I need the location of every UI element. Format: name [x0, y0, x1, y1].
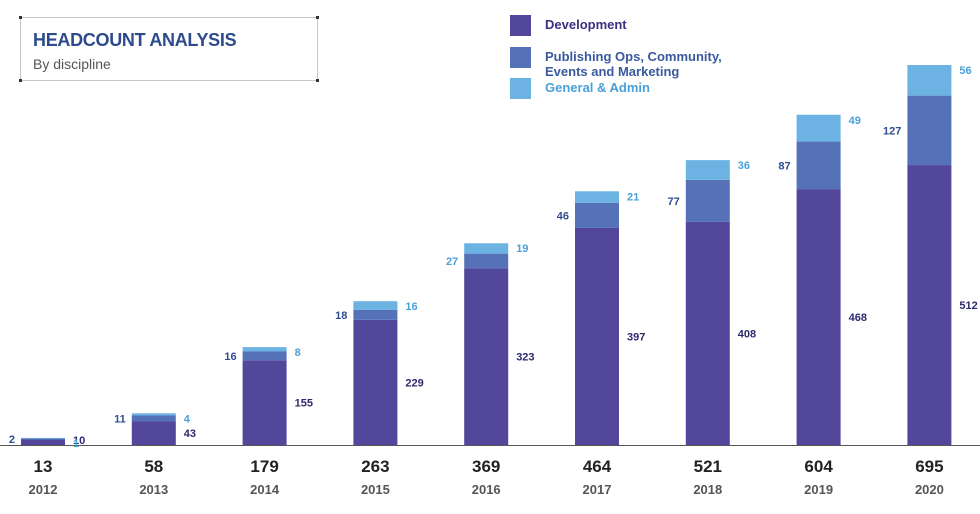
bar-segment-publishing-2014 — [242, 351, 287, 361]
bar-segment-general-2016 — [464, 243, 509, 254]
data-label-development-2019: 468 — [849, 312, 867, 324]
total-label-2017: 464 — [583, 457, 612, 476]
legend-swatch-development — [510, 15, 531, 36]
bar-segment-general-2015 — [353, 301, 398, 310]
bar-segment-development-2014 — [242, 360, 287, 445]
bar-segment-development-2017 — [575, 227, 619, 445]
year-label-2017: 2017 — [583, 482, 612, 497]
legend-swatch-publishing — [510, 47, 531, 68]
bar-segment-general-2017 — [575, 191, 619, 203]
bar-segment-development-2018 — [685, 221, 730, 445]
bar-segment-general-2018 — [685, 160, 730, 180]
year-label-2016: 2016 — [472, 482, 501, 497]
legend-swatch-general — [510, 78, 531, 99]
legend-label-publishing: Publishing Ops, Community, Events and Ma… — [545, 49, 722, 79]
year-label-2012: 2012 — [29, 482, 58, 497]
data-label-development-2012: 10 — [73, 435, 85, 447]
data-label-general-2016: 19 — [516, 243, 528, 255]
total-label-2013: 58 — [144, 457, 163, 476]
bar-segment-development-2016 — [464, 268, 509, 445]
bar-segment-publishing-2019 — [796, 141, 841, 190]
data-label-publishing-2015: 18 — [335, 310, 347, 322]
data-label-development-2016: 323 — [516, 352, 534, 364]
data-label-general-2020: 56 — [959, 65, 971, 77]
chart-title: HEADCOUNT ANALYSIS — [33, 30, 237, 50]
bar-segment-development-2013 — [131, 421, 176, 445]
data-label-publishing-2012: 2 — [9, 434, 15, 446]
bar-segment-general-2013 — [131, 413, 176, 416]
legend-label-development: Development — [545, 17, 627, 32]
year-label-2015: 2015 — [361, 482, 390, 497]
data-label-development-2014: 155 — [295, 398, 313, 410]
bar-segment-development-2019 — [796, 189, 841, 445]
bar-segment-development-2012 — [21, 439, 65, 445]
year-label-2014: 2014 — [250, 482, 280, 497]
total-label-2012: 13 — [34, 457, 53, 476]
year-label-2013: 2013 — [139, 482, 168, 497]
bar-segment-general-2019 — [796, 114, 841, 142]
bar-segment-general-2020 — [907, 65, 952, 96]
year-label-2019: 2019 — [804, 482, 833, 497]
data-label-general-2019: 49 — [849, 115, 861, 127]
data-label-publishing-2018: 77 — [668, 196, 680, 208]
bar-segment-publishing-2012 — [21, 438, 65, 440]
data-label-publishing-2016: 27 — [446, 256, 458, 268]
data-label-development-2020: 512 — [959, 300, 977, 312]
data-label-publishing-2013: 11 — [114, 413, 126, 425]
bar-segment-publishing-2017 — [575, 202, 619, 228]
data-label-development-2013: 43 — [184, 428, 196, 440]
corner-marker — [19, 16, 22, 19]
bar-segment-general-2014 — [242, 347, 287, 352]
data-label-general-2015: 16 — [405, 301, 417, 313]
bar-segment-publishing-2013 — [131, 415, 176, 422]
data-label-general-2017: 21 — [627, 191, 639, 203]
bar-segment-publishing-2016 — [464, 253, 509, 269]
data-label-general-2013: 4 — [184, 413, 191, 425]
data-label-publishing-2017: 46 — [557, 210, 569, 222]
data-label-general-2018: 36 — [738, 160, 750, 172]
bar-segment-publishing-2020 — [907, 95, 952, 166]
total-label-2019: 604 — [804, 457, 833, 476]
bar-segment-development-2020 — [907, 165, 952, 445]
chart-subtitle: By discipline — [33, 56, 111, 72]
data-label-development-2018: 408 — [738, 328, 756, 340]
bar-segment-publishing-2018 — [685, 179, 730, 222]
data-label-general-2012: 1 — [73, 438, 79, 450]
corner-marker — [316, 79, 319, 82]
data-label-publishing-2014: 16 — [224, 351, 236, 363]
bar-segment-publishing-2015 — [353, 309, 398, 320]
data-label-development-2017: 397 — [627, 331, 645, 343]
total-label-2016: 369 — [472, 457, 500, 476]
total-label-2015: 263 — [361, 457, 389, 476]
bar-segment-development-2015 — [353, 319, 398, 445]
legend-label-general: General & Admin — [545, 80, 650, 95]
total-label-2014: 179 — [250, 457, 278, 476]
total-label-2018: 521 — [694, 457, 722, 476]
chart-title-box: HEADCOUNT ANALYSIS By discipline — [19, 16, 319, 82]
bar-segment-general-2012 — [21, 437, 65, 439]
corner-marker — [316, 16, 319, 19]
corner-marker — [19, 79, 22, 82]
data-label-general-2014: 8 — [295, 347, 301, 359]
data-label-publishing-2020: 127 — [883, 125, 901, 137]
year-label-2020: 2020 — [915, 482, 944, 497]
data-label-development-2015: 229 — [405, 377, 423, 389]
year-label-2018: 2018 — [693, 482, 722, 497]
data-label-publishing-2019: 87 — [778, 160, 790, 172]
total-label-2020: 695 — [915, 457, 943, 476]
